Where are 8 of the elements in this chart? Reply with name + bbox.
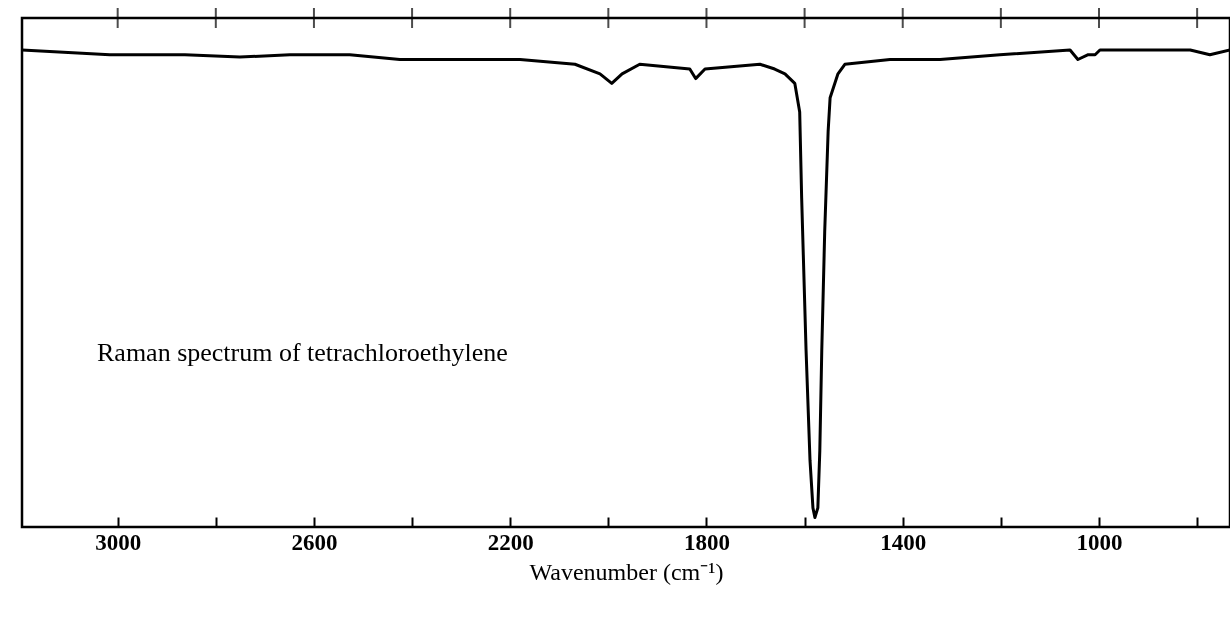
x-tick-label: 1800 (683, 529, 730, 555)
x-tick-label: 3000 (95, 529, 142, 555)
x-axis-title: Wavenumber (cm⁻¹) (529, 558, 724, 585)
x-tick-label: 2600 (291, 529, 338, 555)
x-tick-label: 2200 (487, 529, 534, 555)
annotation: Raman spectrum of tetrachloroethylene (97, 338, 508, 367)
x-tick-label: 1400 (880, 529, 927, 555)
x-tick-label: 1000 (1076, 529, 1123, 555)
